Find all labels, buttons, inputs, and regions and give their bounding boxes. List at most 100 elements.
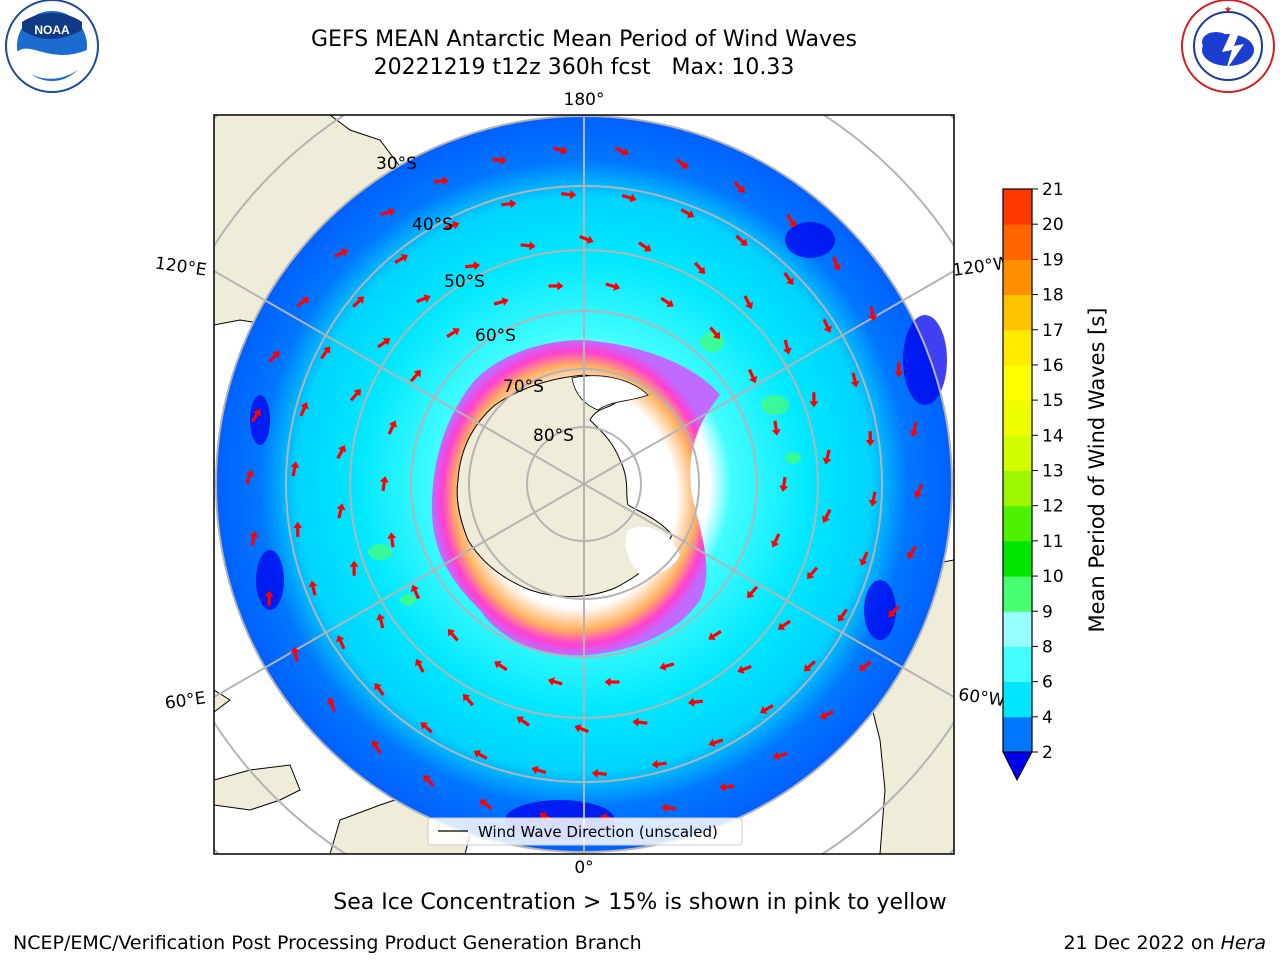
colorbar-tick-label: 10 [1042, 567, 1064, 587]
colorbar-title: Mean Period of Wind Waves [s] [1085, 308, 1109, 633]
wind-wave-arrow-icon [850, 372, 860, 388]
wind-wave-arrow-icon [264, 590, 274, 606]
wind-wave-arrow-icon [913, 483, 923, 499]
wind-wave-arrow-icon [760, 704, 774, 714]
wind-wave-arrow-icon [547, 677, 563, 686]
wind-wave-arrow-icon [548, 281, 564, 291]
wind-wave-arrow-icon [245, 469, 255, 485]
wind-wave-arrow-icon [638, 241, 652, 252]
wind-wave-arrow-icon [326, 697, 336, 712]
wind-wave-arrow-icon [659, 662, 675, 671]
wind-wave-arrow-icon [605, 282, 621, 291]
high-period-patches [368, 332, 801, 606]
wind-wave-arrow-icon [501, 199, 517, 209]
wind-wave-arrow-icon [446, 328, 460, 338]
colorbar-tick-label: 2 [1042, 743, 1053, 763]
colorbar-tick-label: 12 [1042, 497, 1064, 517]
colorbar-tick-label: 9 [1042, 602, 1053, 622]
colorbar-tick-label: 19 [1042, 250, 1064, 270]
wind-wave-arrow-icon [909, 422, 919, 438]
wind-wave-arrow-icon [779, 476, 789, 492]
wind-wave-arrow-icon [868, 491, 878, 507]
wind-wave-arrow-icon [268, 350, 280, 363]
colorbar-segment [1003, 470, 1032, 507]
wind-wave-arrow-icon [387, 532, 397, 548]
colorbar-segment [1003, 435, 1032, 471]
antarctica-land [456, 374, 673, 597]
wind-wave-arrow-icon [416, 294, 431, 304]
wind-wave-arrow-icon [320, 346, 331, 360]
wind-wave-arrow-icon [574, 724, 589, 733]
wind-wave-arrow-icon [374, 682, 385, 696]
colorbar-segment [1003, 646, 1032, 683]
wind-wave-arrow-icon [687, 697, 704, 707]
wind-wave-arrow-icon [858, 660, 872, 671]
colorbar-segment [1003, 540, 1032, 577]
wind-wave-arrow-icon [296, 297, 310, 308]
wind-wave-arrow-icon [336, 503, 346, 519]
wind-wave-arrow-icon [661, 803, 677, 813]
wind-wave-arrow-icon [894, 362, 904, 378]
wind-wave-arrow-icon [907, 545, 918, 560]
colorbar-tick-label: 18 [1042, 286, 1064, 306]
lat-label-50s: 50°S [444, 272, 485, 292]
wind-wave-arrow-icon [786, 214, 797, 228]
wind-wave-arrow-icon [737, 664, 752, 674]
wind-wave-arrow-icon [771, 420, 781, 436]
colorbar-tick-label: 21 [1042, 180, 1064, 200]
wind-wave-arrow-icon [777, 619, 791, 630]
colorbar-tick-label: 11 [1042, 532, 1064, 552]
colorbar-segment [1003, 294, 1032, 331]
wind-wave-arrow-icon [822, 318, 832, 333]
colorbar-segment [1003, 716, 1032, 753]
footer-credit: NCEP/EMC/Verification Post Processing Pr… [13, 932, 642, 954]
svg-text:★: ★ [1224, 5, 1232, 14]
wind-wave-arrow-icon [708, 738, 724, 748]
meridian-label-60w: 60°W [957, 685, 1006, 711]
map-legend: Wind Wave Direction (unscaled) [427, 817, 743, 846]
wind-wave-arrow-icon [494, 661, 508, 672]
colorbar-under-arrow [1002, 751, 1033, 782]
wind-wave-arrow-icon [520, 241, 536, 251]
wind-wave-arrow-icon [444, 220, 460, 230]
wind-wave-arrow-icon [394, 254, 408, 264]
wind-wave-arrow-icon [819, 710, 834, 720]
footer-date: 21 Dec 2022 on Hera [1063, 932, 1266, 954]
colorbar-ticks: 2 4 6 8 9 10 11 12 13 14 15 16 17 18 19 20 21 [1032, 180, 1064, 763]
colorbar-tick-label: 16 [1042, 356, 1064, 376]
wind-wave-arrow-icon [479, 799, 493, 810]
wind-wave-arrow-icon [290, 646, 300, 662]
colorbar-segment [1003, 224, 1032, 260]
colorbar-tick-label: 8 [1042, 637, 1053, 657]
wind-wave-arrow-icon [680, 208, 695, 219]
wind-wave-arrow-icon [377, 338, 391, 349]
wind-wave-arrow-icon [433, 176, 449, 186]
wind-wave-arrow-icon [772, 751, 788, 761]
wind-wave-arrow-icon [807, 566, 819, 580]
wind-wave-arrow-icon [379, 476, 389, 492]
wind-wave-arrow-icon [735, 234, 748, 246]
lat-label-80s: 80°S [533, 426, 574, 446]
wind-wave-arrow-icon [770, 533, 781, 548]
map-panel: 30°S 40°S 50°S 60°S 70°S 80°S 180° 0° 12… [154, 90, 1012, 878]
sea-ice-note: Sea Ice Concentration > 15% is shown in … [333, 890, 947, 915]
graticule [214, 115, 954, 854]
meridian-label-60e: 60°E [164, 688, 207, 713]
footer-date-text: 21 Dec 2022 on [1063, 932, 1221, 954]
colorbar-tick-label: 20 [1042, 215, 1064, 235]
wind-wave-arrow-icon [837, 608, 848, 622]
wind-wave-arrow-icon [516, 716, 530, 727]
wind-wave-arrow-icon [719, 782, 735, 792]
wind-wave-arrow-icon [334, 248, 349, 258]
nws-logo: ★ [1181, 0, 1275, 93]
wind-wave-arrow-icon [821, 508, 832, 523]
lat-label-30s: 30°S [376, 154, 417, 174]
wind-wave-arrow-icon [651, 759, 667, 769]
lat-label-70s: 70°S [503, 377, 544, 397]
latitude-labels: 30°S 40°S 50°S 60°S 70°S 80°S [376, 154, 574, 446]
wind-wave-arrow-icon [447, 629, 459, 642]
africa-land [214, 764, 301, 811]
footer-system-name: Hera [1220, 932, 1266, 954]
wind-wave-arrow-icon [380, 207, 396, 217]
wind-wave-arrow-icon [420, 722, 433, 734]
